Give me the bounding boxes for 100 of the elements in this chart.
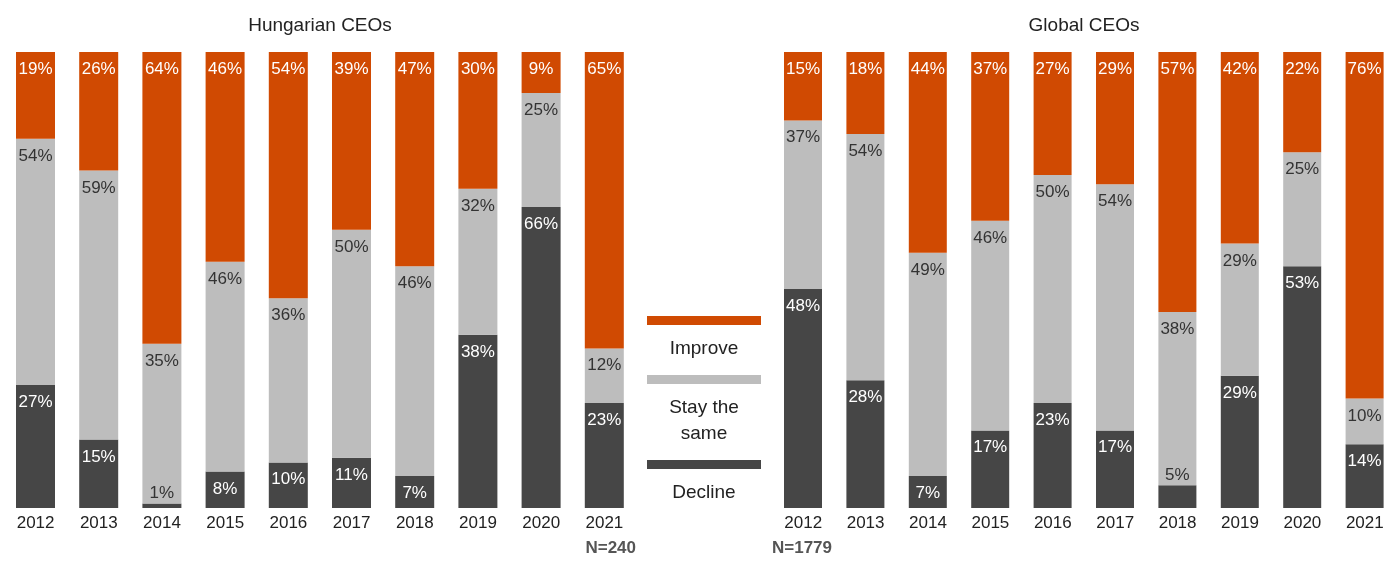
data-label: 38% [460,341,495,361]
data-label: 46% [208,268,243,288]
bar [458,52,498,189]
bar [1158,311,1197,486]
bar [16,138,55,385]
data-label: 46% [973,227,1008,247]
data-label: 57% [1160,59,1195,78]
bar [1033,52,1072,176]
data-label: 9% [528,59,554,78]
bar [846,134,885,381]
data-label: 35% [144,350,179,370]
data-label: 50% [1035,182,1070,202]
x-tick-label: 2014 [143,513,181,533]
data-label: 1% [149,483,175,503]
x-tick-label: 2012 [784,513,823,533]
bar [784,289,822,508]
x-tick-label: 2017 [332,513,371,533]
bar [79,170,119,440]
data-label: 26% [81,59,116,78]
bar [79,52,119,171]
x-tick-label: 2019 [1221,513,1259,533]
x-tick-label: 2017 [1096,513,1135,533]
data-label: 10% [271,469,306,489]
bar [846,380,885,508]
data-label: 50% [334,236,369,256]
bar [521,93,561,208]
data-label: 17% [973,437,1008,457]
data-label: 36% [271,305,306,325]
data-label: 15% [785,59,821,78]
bar [458,334,498,508]
data-label: 14% [1347,451,1382,471]
data-label: 54% [1097,191,1133,211]
x-tick-label: 2013 [846,513,885,533]
bar [1158,485,1197,508]
x-tick-label: 2015 [206,513,245,533]
text: Stay the same [668,395,740,445]
bar [584,403,624,508]
x-tick-label: 2015 [971,513,1010,533]
data-label: 42% [1222,59,1257,78]
x-tick-label: 2020 [1283,513,1322,533]
bar [1220,375,1259,508]
chart-title: Hungarian CEOs [247,13,393,37]
data-label: 27% [1035,59,1070,78]
bar [1158,52,1197,312]
bar [268,298,308,463]
data-label: 66% [524,214,559,234]
bar [1283,152,1322,267]
text: N=1779 [771,538,834,558]
bar [1033,403,1072,508]
x-tick-label: 2012 [16,513,55,533]
bar [1345,52,1384,399]
data-label: 23% [1035,410,1070,430]
data-label: 54% [848,141,883,161]
bar [971,52,1010,221]
bar [1283,266,1322,508]
x-tick-label: 2016 [269,513,308,533]
data-label: 48% [785,296,821,316]
data-label: 7% [402,483,427,503]
bar [205,261,245,472]
data-label: 44% [910,59,945,78]
text: Decline [671,480,737,504]
data-label: 37% [785,127,821,147]
text: Improve [668,336,740,360]
x-tick-label: 2020 [522,513,561,533]
bar [584,52,624,349]
text: N=240 [584,538,637,558]
x-tick-label: 2013 [79,513,118,533]
bar [395,266,435,477]
bar [79,439,119,508]
data-label: 39% [334,59,369,78]
data-label: 65% [587,59,622,78]
data-label: 22% [1285,59,1320,78]
data-label: 32% [460,195,495,215]
x-tick-label: 2021 [585,513,624,533]
bar [1283,52,1322,153]
x-tick-label: 2021 [1345,513,1384,533]
bar [16,52,55,139]
bar [584,348,624,404]
bar [846,52,885,135]
data-label: 49% [910,259,945,279]
bar [784,120,822,290]
data-label: 27% [18,391,53,411]
x-tick-label: 2019 [459,513,497,533]
bar [1096,184,1134,431]
data-label: 29% [1097,59,1133,78]
bar [908,52,947,253]
data-label: 29% [1222,250,1257,270]
bar [268,52,308,299]
data-label: 7% [915,483,941,503]
bar [784,52,822,121]
data-label: 54% [271,59,306,78]
bar [142,52,182,344]
data-label: 15% [81,446,116,466]
data-label: 64% [144,59,179,78]
bar [205,52,245,262]
data-label: 38% [1160,318,1195,338]
bar [521,207,561,508]
data-label: 19% [18,59,53,78]
data-label: 11% [335,464,368,484]
data-label: 25% [524,100,559,120]
